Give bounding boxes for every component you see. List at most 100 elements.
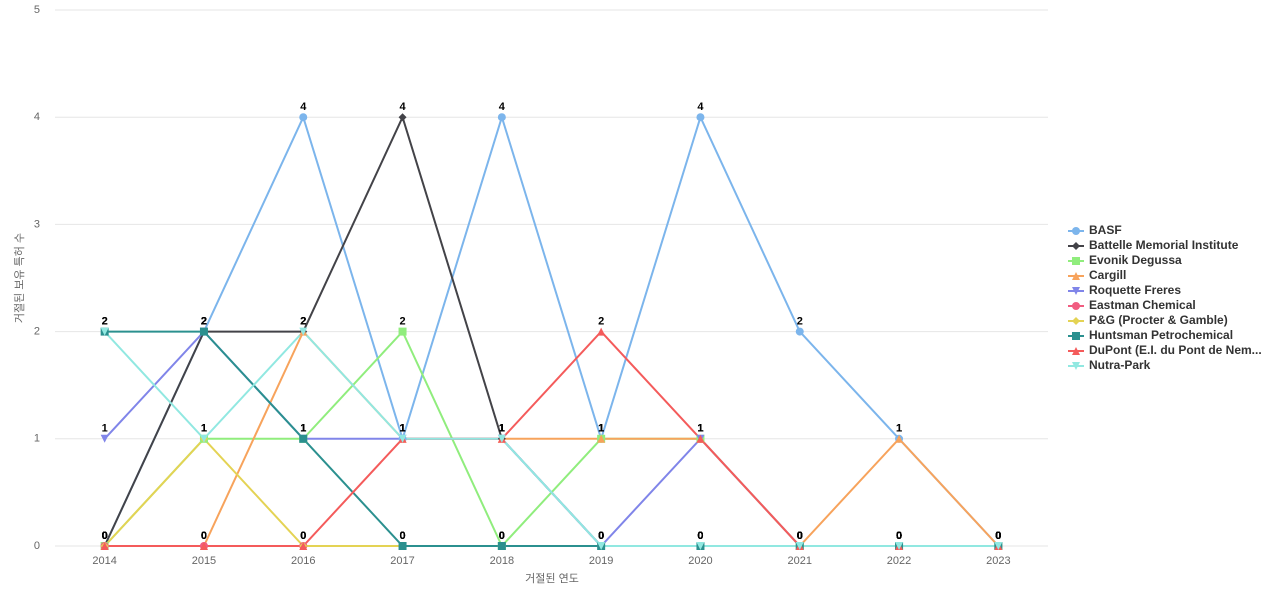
data-label: 0 <box>201 530 207 542</box>
marker <box>1072 242 1080 250</box>
legend-label: Roquette Freres <box>1089 283 1181 297</box>
legend-label: Huntsman Petrochemical <box>1089 328 1233 342</box>
data-label: 0 <box>896 530 902 542</box>
marker <box>497 434 506 443</box>
data-label: 1 <box>499 423 505 435</box>
marker <box>497 113 506 122</box>
data-label: 4 <box>399 101 406 113</box>
data-label: 0 <box>697 530 703 542</box>
marker <box>100 327 109 336</box>
y-tick-label: 1 <box>34 433 40 445</box>
data-label: 1 <box>399 423 405 435</box>
data-label: 4 <box>499 101 506 113</box>
x-tick-label: 2022 <box>887 555 911 567</box>
marker <box>696 113 705 122</box>
legend-item: Nutra-Park <box>1068 358 1151 372</box>
data-label: 1 <box>102 423 108 435</box>
data-label: 0 <box>598 530 604 542</box>
legend-item: Eastman Chemical <box>1068 298 1196 312</box>
x-tick-label: 2023 <box>986 555 1010 567</box>
data-label: 2 <box>300 316 306 328</box>
data-label: 1 <box>201 423 207 435</box>
data-label: 2 <box>399 316 405 328</box>
data-label: 0 <box>399 530 405 542</box>
legend-label: DuPont (E.I. du Pont de Nem... <box>1089 343 1262 357</box>
x-axis-title: 거절된 연도 <box>525 572 579 585</box>
data-label: 2 <box>102 316 108 328</box>
data-label: 0 <box>102 530 108 542</box>
marker <box>199 327 208 336</box>
data-label: 0 <box>995 530 1001 542</box>
series-line <box>104 329 1000 548</box>
data-label: 1 <box>598 423 604 435</box>
data-label: 0 <box>399 530 405 542</box>
marker <box>597 542 606 550</box>
data-label: 0 <box>697 530 703 542</box>
legend-label: Evonik Degussa <box>1089 253 1182 267</box>
legend-item: Evonik Degussa <box>1068 253 1182 267</box>
data-label: 0 <box>598 530 604 542</box>
data-label: 2 <box>598 316 604 328</box>
x-tick-label: 2021 <box>788 555 812 567</box>
data-label: 0 <box>797 530 803 542</box>
data-label: 2 <box>300 316 306 328</box>
data-label: 0 <box>896 530 902 542</box>
data-label: 1 <box>499 423 505 435</box>
marker <box>1072 227 1080 235</box>
data-label: 0 <box>598 530 604 542</box>
data-label: 0 <box>797 530 803 542</box>
x-tick-label: 2016 <box>291 555 315 567</box>
marker <box>1072 287 1080 295</box>
data-label: 0 <box>399 530 405 542</box>
data-label: 0 <box>797 530 803 542</box>
data-label: 0 <box>697 530 703 542</box>
marker <box>1072 362 1080 370</box>
marker <box>696 434 705 443</box>
data-label: 0 <box>995 530 1001 542</box>
data-label: 1 <box>499 423 505 435</box>
x-tick-label: 2014 <box>92 555 116 567</box>
legend-item: Battelle Memorial Institute <box>1068 238 1239 252</box>
data-label: 0 <box>499 530 505 542</box>
data-label: 1 <box>499 423 505 435</box>
data-label: 1 <box>697 423 703 435</box>
marker <box>795 327 804 336</box>
data-label: 2 <box>201 316 207 328</box>
data-label: 0 <box>598 530 604 542</box>
legend-item: BASF <box>1068 223 1122 237</box>
x-tick-label: 2019 <box>589 555 613 567</box>
marker <box>299 327 308 336</box>
marker <box>1072 257 1080 265</box>
data-label: 0 <box>300 530 306 542</box>
data-label: 0 <box>995 530 1001 542</box>
data-label: 0 <box>300 530 306 542</box>
data-label: 1 <box>399 423 405 435</box>
data-label: 0 <box>598 530 604 542</box>
data-label: 0 <box>797 530 803 542</box>
data-label: 0 <box>797 530 803 542</box>
x-tick-label: 2020 <box>688 555 712 567</box>
data-label: 1 <box>300 423 306 435</box>
y-tick-label: 2 <box>34 326 40 338</box>
data-label: 1 <box>399 423 405 435</box>
data-label: 1 <box>896 423 902 435</box>
data-label: 0 <box>499 530 505 542</box>
data-label: 0 <box>995 530 1001 542</box>
data-label: 0 <box>995 530 1001 542</box>
x-tick-label: 2017 <box>390 555 414 567</box>
data-label: 1 <box>499 423 505 435</box>
data-label: 0 <box>896 530 902 542</box>
marker <box>100 434 109 443</box>
y-tick-label: 3 <box>34 218 40 230</box>
data-label: 1 <box>201 423 207 435</box>
data-label: 2 <box>201 316 207 328</box>
data-label: 1 <box>399 423 405 435</box>
data-label: 0 <box>201 530 207 542</box>
data-label: 0 <box>300 530 306 542</box>
data-label: 0 <box>797 530 803 542</box>
marker <box>895 434 904 443</box>
data-label: 1 <box>697 423 703 435</box>
y-tick-label: 0 <box>34 540 40 552</box>
marker <box>398 113 407 122</box>
legend-item: Cargill <box>1068 268 1126 282</box>
